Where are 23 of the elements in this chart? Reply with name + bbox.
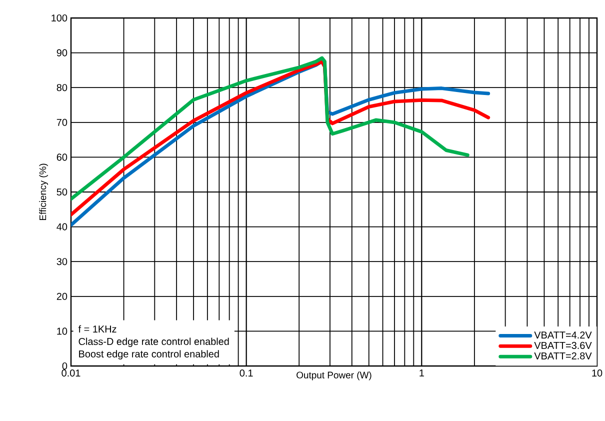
legend-label: VBATT=4.2V: [534, 331, 592, 338]
annotation: Class-D edge rate control enabled: [78, 338, 229, 347]
x-tick-label: 0.1: [240, 370, 253, 377]
x-axis-title: Output Power (W): [296, 371, 372, 380]
annotation: Boost edge rate control enabled: [79, 350, 219, 360]
y-tick-label: 30: [56, 258, 68, 266]
legend-label: VBATT=3.6V: [534, 342, 592, 349]
x-tick-label: 1: [420, 370, 424, 376]
y-axis-title: Efficiency (%): [39, 164, 48, 220]
y-tick-label: 90: [56, 49, 68, 56]
y-tick-label: 60: [56, 154, 68, 161]
y-tick-label: 20: [56, 292, 68, 300]
y-tick-label: 70: [56, 118, 68, 126]
y-tick-label: 0: [62, 362, 68, 370]
y-tick-label: 50: [56, 188, 68, 196]
y-tick-label: 100: [52, 14, 68, 22]
y-tick-label: 10: [57, 328, 68, 335]
y-tick-label: 40: [56, 223, 68, 230]
x-tick-label: 10: [592, 370, 602, 377]
x-tick-label: 0.01: [62, 370, 80, 377]
annotation: f = 1KHz: [78, 325, 116, 332]
y-tick-label: 80: [56, 84, 68, 92]
legend-label: VBATT=2.8V: [534, 352, 592, 360]
